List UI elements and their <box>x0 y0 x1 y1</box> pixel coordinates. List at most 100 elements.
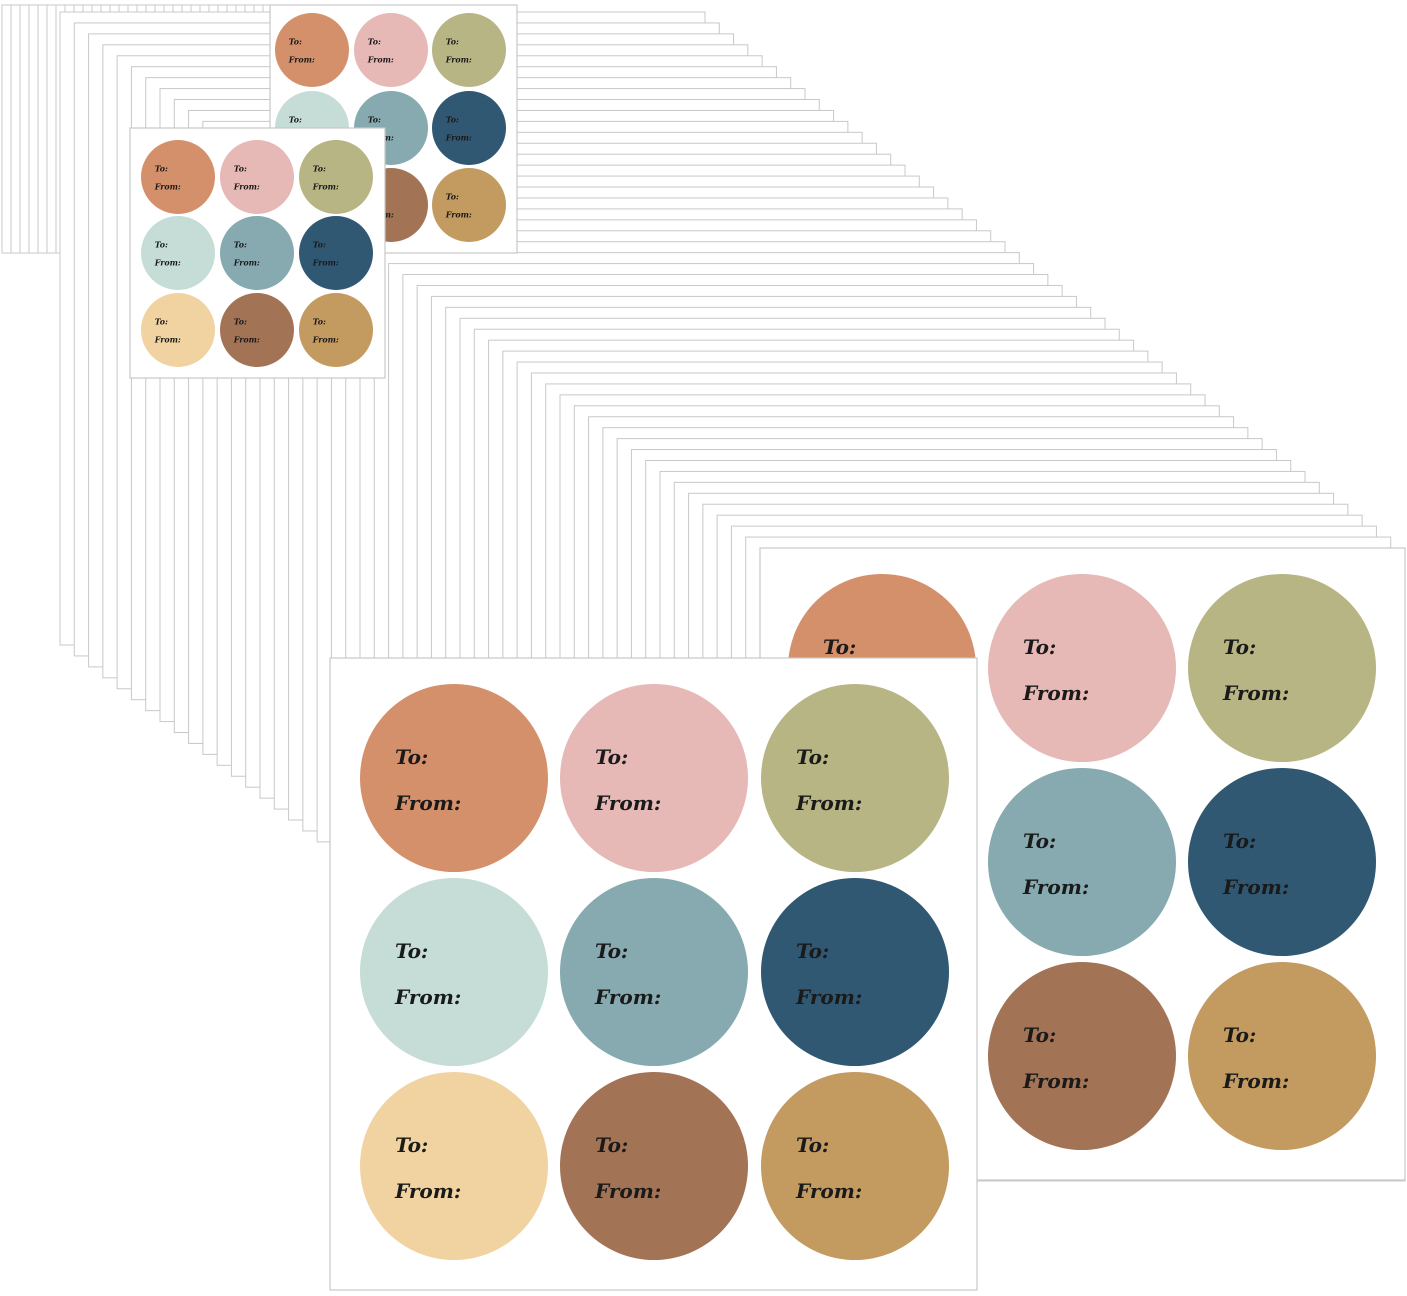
round-sticker: To: From: <box>988 962 1176 1150</box>
round-sticker: To: From: <box>761 878 949 1066</box>
round-sticker: To: From: <box>275 13 349 87</box>
round-sticker: To: From: <box>220 140 294 214</box>
sticker-from-label: From: <box>445 211 472 220</box>
sticker-from-label: From: <box>1022 681 1089 705</box>
sticker-circle <box>360 1072 548 1260</box>
sticker-to-label: To: <box>234 240 247 249</box>
round-sticker: To: From: <box>560 878 748 1066</box>
sticker-circle <box>1188 574 1376 762</box>
round-sticker: To: From: <box>141 293 215 367</box>
sticker-circle <box>354 13 428 87</box>
round-sticker: To: From: <box>761 684 949 872</box>
sticker-to-label: To: <box>1023 1023 1056 1047</box>
sticker-to-label: To: <box>313 164 326 173</box>
sticker-circle <box>988 574 1176 762</box>
sticker-to-label: To: <box>796 745 829 769</box>
round-sticker: To: From: <box>354 13 428 87</box>
sticker-to-label: To: <box>1023 635 1056 659</box>
round-sticker: To: From: <box>761 1072 949 1260</box>
sticker-circle <box>1188 768 1376 956</box>
round-sticker: To: From: <box>560 1072 748 1260</box>
sticker-from-label: From: <box>394 791 461 815</box>
round-sticker: To: From: <box>1188 768 1376 956</box>
sticker-to-label: To: <box>395 745 428 769</box>
round-sticker: To: From: <box>360 1072 548 1260</box>
sticker-to-label: To: <box>823 635 856 659</box>
round-sticker: To: From: <box>1188 574 1376 762</box>
sticker-circle <box>220 293 294 367</box>
sticker-to-label: To: <box>368 37 381 46</box>
sticker-circle <box>988 768 1176 956</box>
round-sticker: To: From: <box>432 168 506 242</box>
sticker-circle <box>299 216 373 290</box>
small-front-sheet: To: From: To: From: To: From: To: From: To: From:… <box>129 127 386 379</box>
sticker-from-label: From: <box>154 183 181 192</box>
sticker-from-label: From: <box>1022 1069 1089 1093</box>
sticker-from-label: From: <box>594 791 661 815</box>
sticker-to-label: To: <box>368 115 381 124</box>
sticker-from-label: From: <box>594 1179 661 1203</box>
sticker-to-label: To: <box>595 939 628 963</box>
sticker-to-label: To: <box>595 1133 628 1157</box>
sticker-from-label: From: <box>795 791 862 815</box>
sticker-circle <box>761 1072 949 1260</box>
sticker-circle <box>299 293 373 367</box>
large-front-sheet: To: From: To: From: To: From: To: From: To: From:… <box>329 657 978 1291</box>
sticker-to-label: To: <box>796 1133 829 1157</box>
round-sticker: To: From: <box>141 140 215 214</box>
sticker-circle <box>788 574 976 658</box>
sticker-circle <box>275 13 349 87</box>
round-sticker-partial: To: <box>788 574 976 659</box>
round-sticker: To: From: <box>299 140 373 214</box>
sticker-circle <box>432 168 506 242</box>
sticker-to-label: To: <box>1223 1023 1256 1047</box>
sticker-to-label: To: <box>289 115 302 124</box>
sticker-circle <box>220 140 294 214</box>
sticker-from-label: From: <box>795 1179 862 1203</box>
sticker-from-label: From: <box>312 259 339 268</box>
sticker-to-label: To: <box>313 240 326 249</box>
sticker-circle <box>220 216 294 290</box>
sticker-to-label: To: <box>1223 635 1256 659</box>
sticker-to-label: To: <box>313 317 326 326</box>
sticker-to-label: To: <box>1223 829 1256 853</box>
sticker-from-label: From: <box>312 183 339 192</box>
sticker-sheets: To: From: To: From: To: From: To: From: To: From:… <box>129 4 1406 1291</box>
round-sticker: To: From: <box>220 293 294 367</box>
sticker-to-label: To: <box>234 317 247 326</box>
round-sticker: To: From: <box>1188 962 1376 1150</box>
sticker-from-label: From: <box>367 56 394 65</box>
sticker-from-label: From: <box>394 985 461 1009</box>
sticker-from-label: From: <box>1222 681 1289 705</box>
sticker-circle <box>560 1072 748 1260</box>
sticker-circle <box>432 13 506 87</box>
sticker-circle <box>761 878 949 1066</box>
sticker-circle <box>988 962 1176 1150</box>
sticker-circle <box>141 140 215 214</box>
round-sticker: To: From: <box>432 91 506 165</box>
sticker-from-label: From: <box>154 259 181 268</box>
sticker-from-label: From: <box>312 336 339 345</box>
sticker-from-label: From: <box>1222 1069 1289 1093</box>
sticker-from-label: From: <box>445 56 472 65</box>
round-sticker: To: From: <box>299 293 373 367</box>
round-sticker: To: From: <box>141 216 215 290</box>
sticker-circle <box>560 684 748 872</box>
sticker-to-label: To: <box>155 240 168 249</box>
round-sticker: To: From: <box>560 684 748 872</box>
round-sticker: To: From: <box>220 216 294 290</box>
sticker-circle <box>432 91 506 165</box>
sticker-to-label: To: <box>155 317 168 326</box>
round-sticker: To: From: <box>988 574 1176 762</box>
sticker-to-label: To: <box>289 37 302 46</box>
sticker-to-label: To: <box>395 939 428 963</box>
round-sticker: To: From: <box>299 216 373 290</box>
sticker-circle <box>141 293 215 367</box>
sticker-circle <box>360 878 548 1066</box>
sticker-to-label: To: <box>595 745 628 769</box>
sticker-to-label: To: <box>446 192 459 201</box>
sticker-from-label: From: <box>233 259 260 268</box>
sticker-from-label: From: <box>594 985 661 1009</box>
round-sticker: To: From: <box>432 13 506 87</box>
